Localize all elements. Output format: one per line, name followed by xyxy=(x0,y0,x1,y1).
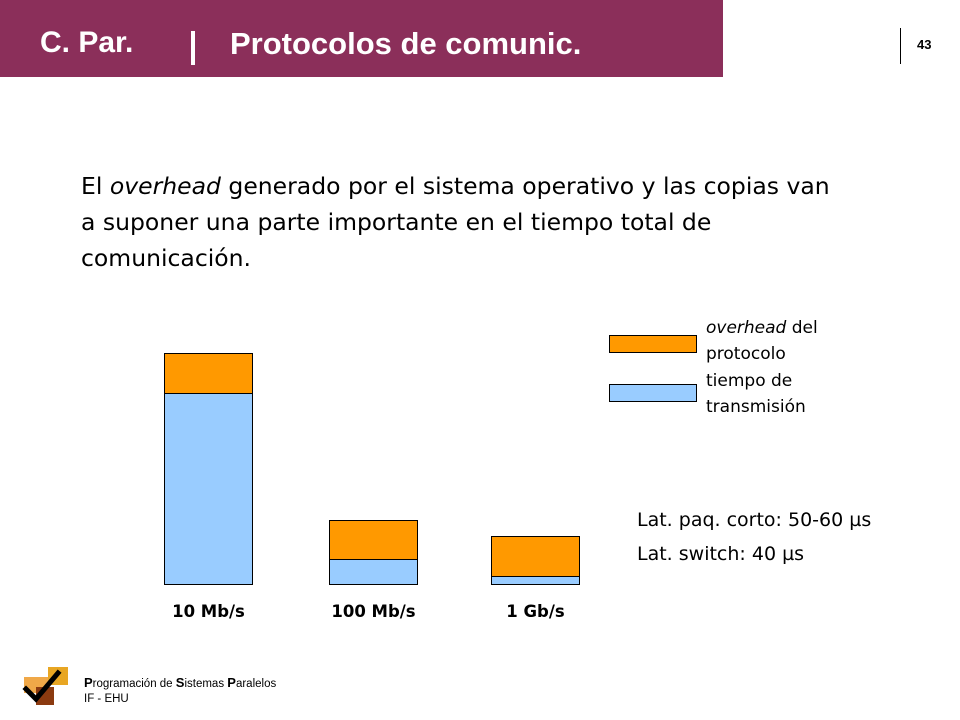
bar-segment-overhead xyxy=(330,520,417,560)
legend-transmission-line2: transmisión xyxy=(706,397,806,417)
bar-segment-divider xyxy=(330,558,417,560)
slide-title: Protocolos de comunic. xyxy=(230,26,582,61)
bar-10-mb-s xyxy=(164,353,253,585)
bar-segment-transmission xyxy=(165,394,252,584)
legend-overhead-rest: del xyxy=(786,318,818,338)
footer-line2: IF - EHU xyxy=(84,693,129,705)
short-packet-latency: Lat. paq. corto: 50-60 µs xyxy=(637,509,872,531)
course-title: C. Par. xyxy=(40,26,134,59)
legend-swatch-transmission xyxy=(609,384,697,402)
body-text-emphasis: overhead xyxy=(109,172,221,200)
bar-100-mb-s xyxy=(329,519,418,585)
legend-overhead-line2: protocolo xyxy=(706,344,786,364)
bar-segment-divider xyxy=(165,393,252,395)
bar-segment-overhead xyxy=(165,354,252,395)
legend-swatch-overhead xyxy=(609,335,697,353)
header-band xyxy=(0,0,723,77)
x-tick-label: 1 Gb/s xyxy=(506,602,565,621)
body-text-end: generado por el sistema operativo y las … xyxy=(81,172,830,272)
legend-label-overhead: overhead del protocolo xyxy=(706,315,818,367)
page-number: 43 xyxy=(917,37,932,52)
page-number-divider xyxy=(900,28,901,64)
x-tick-label: 100 Mb/s xyxy=(331,602,416,621)
legend-transmission-line1: tiempo de xyxy=(706,371,793,391)
switch-latency: Lat. switch: 40 µs xyxy=(637,543,805,565)
body-paragraph: El overhead generado por el sistema oper… xyxy=(81,168,841,276)
bar-segment-divider xyxy=(492,575,579,577)
title-separator xyxy=(191,31,195,65)
legend-label-transmission: tiempo de transmisión xyxy=(706,368,806,420)
bar-segment-overhead xyxy=(492,536,579,577)
footer-line1: Programación de Sistemas Paralelos xyxy=(84,675,277,690)
body-text-start: El xyxy=(81,172,110,200)
legend-overhead-emphasis: overhead xyxy=(706,318,787,338)
bar-segment-transmission xyxy=(330,559,417,584)
x-tick-label: 10 Mb/s xyxy=(172,602,245,621)
bar-segment-transmission xyxy=(492,576,579,584)
footer-institution: Programación de Sistemas Paralelos IF - … xyxy=(84,675,276,707)
bar-1-gb-s xyxy=(491,535,580,585)
check-logo-icon xyxy=(22,667,68,705)
